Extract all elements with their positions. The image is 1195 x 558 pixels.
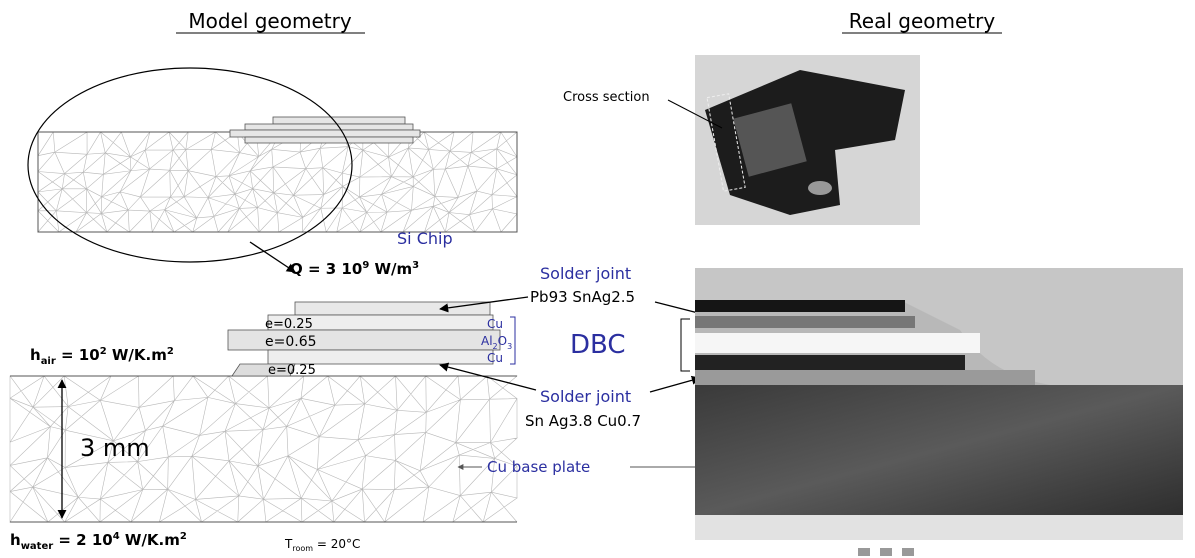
text: W/K.m: [120, 531, 180, 549]
layer-label: Cu: [487, 317, 503, 331]
dimension-label: 3 mm: [80, 434, 150, 462]
mesh: [37, 131, 519, 233]
thickness: e=0.65: [265, 334, 317, 350]
layer: [244, 123, 414, 131]
scale-mark: [880, 548, 892, 556]
sup: 4: [113, 531, 120, 542]
label: Solder joint: [540, 264, 631, 283]
scale-mark: [902, 548, 914, 556]
arrow: [649, 375, 701, 393]
label: Cu base plate: [487, 458, 590, 476]
section-box: [706, 93, 746, 192]
text: = 2 10: [53, 531, 113, 549]
sup: 9: [362, 260, 369, 271]
arrow: [439, 296, 529, 313]
sup: 2: [180, 531, 187, 542]
mesh-lines: [9, 375, 518, 524]
bracket: [680, 318, 690, 372]
text: Al: [481, 334, 493, 348]
boundary: hair = 102 W/K.m2: [30, 346, 174, 367]
label: Si Chip: [397, 229, 453, 248]
sup: 2: [167, 346, 174, 357]
module-chip: [733, 103, 807, 177]
thickness: e=0.25: [265, 317, 313, 332]
sup: 2: [100, 346, 107, 357]
layer-label: Al2O3: [481, 334, 512, 351]
hole: [808, 181, 832, 195]
bracket: [510, 316, 516, 365]
chip: [294, 301, 491, 316]
sup: 3: [412, 260, 419, 271]
mesh-lines: [37, 131, 519, 233]
thickness: e=0.25: [268, 363, 316, 378]
edge: [695, 515, 1183, 540]
arrow: [439, 362, 537, 391]
sub: 3: [507, 342, 512, 351]
sub: air: [41, 356, 56, 367]
layer: [272, 116, 406, 125]
heat-source: Q = 3 109 W/m3: [290, 260, 419, 278]
solder: [695, 370, 1035, 385]
label: Cross section: [563, 90, 650, 105]
cu-layer: [695, 355, 965, 370]
text: Q = 3 10: [290, 260, 362, 278]
label: DBC: [570, 330, 626, 360]
text: O: [498, 334, 507, 348]
text: W/m: [369, 260, 412, 278]
layer: [267, 349, 494, 365]
sub: water: [21, 541, 54, 552]
zoom-circle: [27, 67, 353, 263]
layer: [229, 129, 421, 138]
text: W/K.m: [107, 346, 167, 364]
solder: [231, 363, 296, 377]
label: Sn Ag3.8 Cu0.7: [525, 412, 641, 430]
arrow: [249, 241, 296, 273]
text: T: [284, 537, 293, 551]
base-plate: [695, 385, 1183, 515]
layer: [244, 136, 414, 144]
text: = 10: [56, 346, 100, 364]
cu-layer: [695, 316, 915, 328]
text: = 20°C: [313, 537, 360, 551]
sub: room: [292, 544, 313, 553]
leader: [667, 99, 723, 129]
scale-mark: [858, 548, 870, 556]
module: [705, 70, 905, 215]
sub: 2: [493, 342, 498, 351]
header: Model geometry: [188, 9, 351, 33]
layer-label: Cu: [487, 351, 503, 365]
mesh: [9, 375, 518, 524]
boundary: hwater = 2 104 W/K.m2: [10, 531, 187, 552]
encapsulant: [695, 268, 1183, 385]
text: h: [10, 531, 21, 549]
text: h: [30, 346, 41, 364]
room-temp: Troom = 20°C: [284, 537, 360, 553]
header: Real geometry: [849, 9, 996, 33]
chip: [695, 300, 905, 312]
label: Pb93 SnAg2.5: [530, 288, 635, 306]
label: Solder joint: [540, 387, 631, 406]
ceramic: [695, 333, 980, 353]
